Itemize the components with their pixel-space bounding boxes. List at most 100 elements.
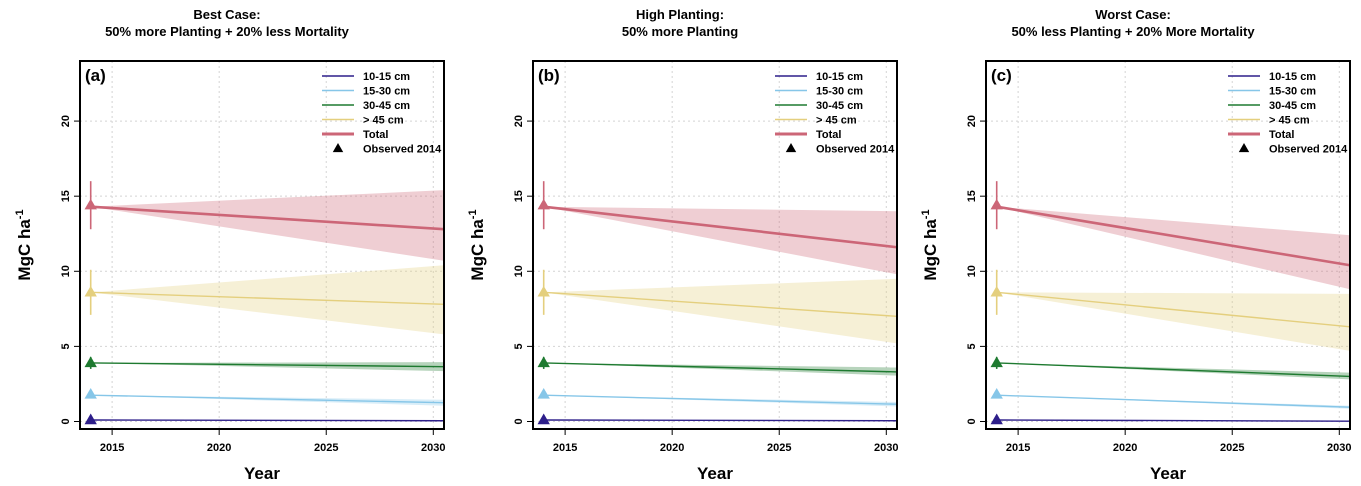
series-line-4 <box>543 291 898 318</box>
chart-subtitle: 50% more Planting + 20% less Mortality <box>105 24 350 39</box>
series-line-3 <box>996 362 1351 378</box>
series-line-5 <box>543 205 898 249</box>
legend-label-observed: Observed 2014 <box>816 144 895 156</box>
x-tick-label: 2015 <box>100 442 124 454</box>
legend-label-2: 15-30 cm <box>363 86 410 98</box>
observed-point-2 <box>84 387 97 399</box>
x-tick-label: 2020 <box>1113 442 1137 454</box>
x-axis-title: Year <box>244 464 280 483</box>
observed-point-5 <box>537 198 550 210</box>
x-tick-label: 2030 <box>874 442 898 454</box>
series-line-4 <box>90 291 445 306</box>
panel-label: (b) <box>538 66 560 85</box>
y-tick-label: 20 <box>513 115 525 127</box>
panel-a: Best Case: 50% more Planting + 20% less M… <box>0 0 454 486</box>
band-4 <box>90 265 445 335</box>
observed-point-3 <box>537 356 550 368</box>
y-axis-title-sup: -1 <box>14 209 26 219</box>
chart-a: Best Case: 50% more Planting + 20% less M… <box>14 7 446 483</box>
panel-c: Worst Case: 50% less Planting + 20% More … <box>906 0 1360 486</box>
legend: 10-15 cm 15-30 cm 30-45 cm > 45 cm Total Obse… <box>322 71 442 156</box>
y-tick-label: 15 <box>966 190 978 202</box>
y-tick-label: 15 <box>60 190 72 202</box>
series-line-3 <box>90 362 445 368</box>
legend-label-3: 30-45 cm <box>363 100 410 112</box>
legend-label-5: Total <box>1269 129 1294 141</box>
y-axis-title-main: MgC ha <box>468 219 487 281</box>
x-tick-label: 2030 <box>1327 442 1351 454</box>
legend-label-3: 30-45 cm <box>1269 100 1316 112</box>
legend-label-3: 30-45 cm <box>816 100 863 112</box>
series-line-1 <box>90 419 445 422</box>
grid <box>986 61 1350 429</box>
y-tick-label: 15 <box>513 190 525 202</box>
y-axis-title-sup: -1 <box>920 209 932 219</box>
x-tick-label: 2020 <box>660 442 684 454</box>
legend: 10-15 cm 15-30 cm 30-45 cm > 45 cm Total Obse… <box>1228 71 1348 156</box>
series-line-1 <box>543 419 898 422</box>
panel-label: (c) <box>991 66 1012 85</box>
legend-label-1: 10-15 cm <box>1269 71 1316 83</box>
series-line-4 <box>996 291 1351 328</box>
series-line-2 <box>543 394 898 405</box>
observed-point-4 <box>84 285 97 297</box>
grid <box>533 61 897 429</box>
series-line-2 <box>90 394 445 404</box>
observed-point-1 <box>990 413 1003 425</box>
legend-label-4: > 45 cm <box>1269 115 1310 127</box>
x-tick-label: 2015 <box>553 442 577 454</box>
x-tick-label: 2025 <box>314 442 338 454</box>
y-tick-label: 0 <box>60 418 72 424</box>
legend-observed-marker <box>785 143 797 153</box>
series-line-3 <box>543 362 898 373</box>
chart-title: Best Case: <box>193 7 260 22</box>
observed-point-2 <box>537 387 550 399</box>
observed-point-3 <box>84 356 97 368</box>
legend-label-5: Total <box>363 129 388 141</box>
panel-b: High Planting: 50% more Planting 2015 2020 2… <box>453 0 907 486</box>
series-line-5 <box>996 205 1351 267</box>
chart-c: Worst Case: 50% less Planting + 20% More … <box>920 7 1352 483</box>
y-tick-label: 0 <box>966 418 978 424</box>
y-tick-label: 20 <box>966 115 978 127</box>
x-tick-label: 2030 <box>421 442 445 454</box>
y-tick-label: 10 <box>966 265 978 277</box>
legend-label-4: > 45 cm <box>816 115 857 127</box>
legend-observed-marker <box>332 143 344 153</box>
y-tick-label: 5 <box>513 343 525 349</box>
chart-subtitle: 50% more Planting <box>622 24 738 39</box>
plot-frame <box>532 60 898 430</box>
legend-label-4: > 45 cm <box>363 115 404 127</box>
legend-observed-marker <box>1238 143 1250 153</box>
x-axis-title: Year <box>697 464 733 483</box>
legend-label-2: 15-30 cm <box>1269 86 1316 98</box>
chart-subtitle: 50% less Planting + 20% More Mortality <box>1011 24 1255 39</box>
band-5 <box>996 206 1350 290</box>
x-tick-label: 2015 <box>1006 442 1030 454</box>
plot-frame <box>985 60 1351 430</box>
legend-label-observed: Observed 2014 <box>1269 144 1348 156</box>
band-4 <box>543 278 897 344</box>
y-axis-title-sup: -1 <box>467 209 479 219</box>
legend-label-2: 15-30 cm <box>816 86 863 98</box>
series-line-1 <box>996 419 1351 422</box>
plot-frame <box>79 60 445 430</box>
observed-point-5 <box>84 198 97 210</box>
x-tick-label: 2025 <box>767 442 791 454</box>
observed-point-1 <box>537 413 550 425</box>
observed-point-4 <box>537 285 550 297</box>
y-tick-label: 0 <box>513 418 525 424</box>
series-line-5 <box>90 205 445 231</box>
y-axis-title: MgC ha-1 <box>920 209 940 280</box>
observed-point-1 <box>84 413 97 425</box>
y-axis-title: MgC ha-1 <box>14 209 34 280</box>
band-5 <box>543 206 897 275</box>
legend-label-observed: Observed 2014 <box>363 144 442 156</box>
x-tick-label: 2025 <box>1220 442 1244 454</box>
band-3 <box>996 362 1350 380</box>
y-axis-title: MgC ha-1 <box>467 209 487 280</box>
y-axis-title-main: MgC ha <box>15 219 34 281</box>
grid <box>80 61 444 429</box>
